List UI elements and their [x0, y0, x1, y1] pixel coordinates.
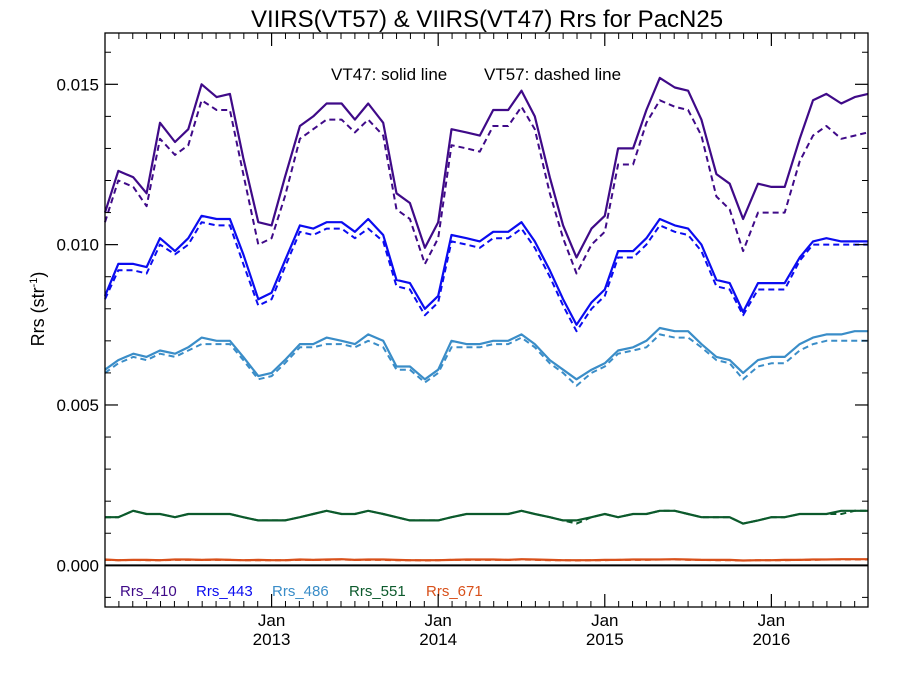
series-rrs-486-vt47-solid	[104, 326, 868, 381]
x-tick-year-label: 2014	[419, 630, 457, 649]
x-tick-year-label: 2015	[586, 630, 624, 649]
series-rrs-443-vt57-dashed	[104, 221, 868, 333]
x-tick-year-label: 2013	[253, 630, 291, 649]
x-tick-year-label: 2016	[752, 630, 790, 649]
x-tick-month-label: Jan	[591, 611, 618, 630]
y-tick-label: 0.010	[56, 236, 99, 255]
series-rrs-486-vt57-dashed	[104, 333, 868, 387]
series-rrs-410-vt57-dashed	[104, 99, 869, 275]
legend-rrs-443: Rrs_443	[196, 583, 253, 600]
axis-layer: 0.0000.0050.0100.015Jan2013Jan2014Jan201…	[56, 33, 868, 649]
y-axis-label-text: Rrs (str	[28, 287, 48, 346]
y-tick-label: 0.005	[56, 396, 99, 415]
x-tick-month-label: Jan	[258, 611, 285, 630]
annotation-vt57: VT57: dashed line	[484, 65, 621, 84]
x-tick-month-label: Jan	[758, 611, 785, 630]
series-rrs-551-vt47-solid	[105, 509, 868, 525]
y-tick-label: 0.000	[56, 556, 99, 575]
legend-rrs-410: Rrs_410	[120, 583, 177, 600]
series-rrs-410-vt47-solid	[103, 76, 869, 259]
y-tick-label: 0.015	[56, 75, 99, 94]
series-layer: Rrs_410 Rrs_443 Rrs_486 Rrs_551 Rrs_671	[103, 76, 869, 600]
series-rrs-443-vt47-solid	[103, 214, 868, 326]
series-rrs-671-vt47-solid	[104, 558, 868, 562]
y-axis-label: Rrs (str-1)	[28, 272, 48, 347]
legend-rrs-671: Rrs_671	[426, 583, 483, 600]
plot-frame	[104, 32, 869, 608]
y-axis-label-superscript: -1	[28, 278, 40, 288]
legend-rrs-551: Rrs_551	[349, 583, 406, 600]
annotation-vt47: VT47: solid line	[331, 65, 447, 84]
legend-rrs-486: Rrs_486	[272, 583, 329, 600]
chart-title: VIIRS(VT57) & VIIRS(VT47) Rrs for PacN25	[251, 6, 723, 33]
y-axis-label-close: )	[28, 272, 48, 278]
x-tick-month-label: Jan	[424, 611, 451, 630]
